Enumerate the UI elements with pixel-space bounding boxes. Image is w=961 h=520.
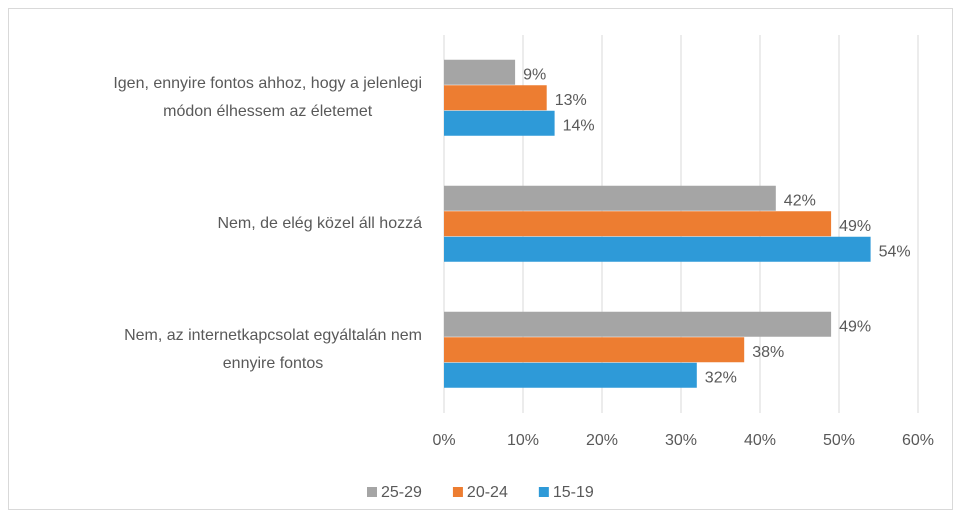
x-tick-label: 10% [507, 432, 539, 449]
legend-label: 15-19 [553, 484, 594, 501]
x-tick-label: 60% [902, 432, 934, 449]
bar [444, 236, 871, 262]
bar [444, 337, 745, 363]
legend-label: 20-24 [467, 484, 508, 501]
x-tick-label: 40% [744, 432, 776, 449]
legend-swatch [452, 487, 463, 497]
bar [444, 311, 832, 337]
bar [444, 110, 555, 136]
y-tick-label: Nem, az internetkapcsolat egyáltalán nem [124, 327, 422, 344]
legend-label: 25-29 [381, 484, 422, 501]
y-tick-label: ennyire fontos [223, 355, 324, 372]
bar [444, 59, 516, 85]
bar [444, 185, 776, 211]
value-label: 9% [523, 67, 546, 84]
category-label: Nem, de elég közel áll hozzá [217, 215, 422, 232]
x-tick-label: 0% [432, 432, 455, 449]
bar [444, 85, 547, 111]
legend-swatch [538, 487, 549, 497]
x-tick-label: 30% [665, 432, 697, 449]
y-tick-label: módon élhessem az életemet [163, 103, 373, 120]
bar [444, 362, 697, 388]
category-label: Nem, az internetkapcsolat egyáltalán nem… [124, 327, 422, 372]
value-label: 14% [563, 118, 595, 135]
y-tick-label: Igen, ennyire fontos ahhoz, hogy a jelen… [113, 75, 422, 92]
value-label: 49% [839, 218, 871, 235]
bar [444, 211, 832, 237]
value-label: 32% [705, 370, 737, 387]
legend-swatch [367, 487, 377, 497]
category-label: Igen, ennyire fontos ahhoz, hogy a jelen… [113, 75, 422, 120]
value-label: 54% [879, 244, 911, 261]
value-label: 38% [752, 344, 784, 361]
value-label: 42% [784, 193, 816, 210]
x-tick-label: 20% [586, 432, 618, 449]
value-label: 13% [555, 92, 587, 109]
value-label: 49% [839, 319, 871, 336]
y-tick-label: Nem, de elég közel áll hozzá [217, 215, 422, 232]
x-tick-label: 50% [823, 432, 855, 449]
